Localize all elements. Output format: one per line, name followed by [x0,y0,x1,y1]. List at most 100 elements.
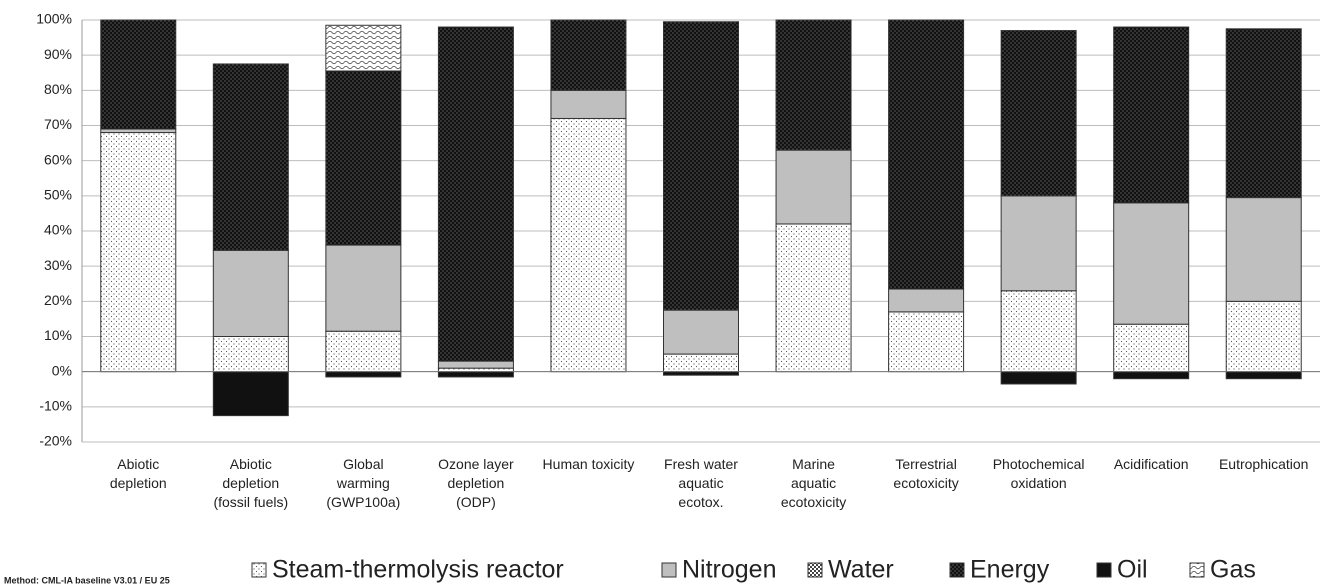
x-tick-label-line: oxidation [1011,475,1067,491]
x-tick-label-line: aquatic [791,475,836,491]
bar-segment [325,244,402,332]
x-tick-label-line: Eutrophication [1219,456,1309,472]
bar-segment [1113,202,1190,325]
legend-label: Water [828,556,894,584]
bar-segment [325,24,402,72]
bar-segment [325,70,402,246]
bar-segment [1225,300,1302,373]
x-tick-label: Human toxicity [543,456,635,472]
bar-segment [100,128,177,134]
bar-segment [550,89,627,119]
bar-segment [1225,28,1302,199]
x-tick-label-line: Fresh water [664,456,738,472]
x-tick-label-line: Terrestrial [895,456,956,472]
bar-segment [775,223,852,373]
bar-segment [212,249,289,337]
x-tick-label-line: Ozone layer [438,456,514,472]
x-tick-label-line: depletion [222,475,279,491]
bar-segment [663,21,739,311]
x-tick-label-line: (fossil fuels) [213,494,288,510]
legend-label: Gas [1210,556,1256,584]
x-tick-label-line: Abiotic [117,456,159,472]
x-tick-label: Abiotic depletion [110,456,167,491]
bar-segment [325,330,402,373]
bar-segment [888,288,965,313]
bar-segment [1000,371,1077,385]
method-note: Method: CML-IA baseline V3.01 / EU 25 [4,575,170,585]
bar-segment [775,19,852,151]
bar-segment [100,132,177,373]
bar-segment [663,371,739,376]
y-tick-label: 10% [44,327,72,343]
bar-segment [550,117,627,373]
legend-label: Nitrogen [682,556,777,584]
x-tick-label-line: (GWP100a) [326,494,400,510]
legend-swatch [1189,562,1205,578]
x-tick-label: Terrestrial ecotoxicity [893,456,958,491]
bar-segment [1000,195,1077,292]
y-tick-label: 50% [44,187,72,203]
x-tick-label-line: Photochemical [993,456,1085,472]
y-tick-label: 20% [44,292,72,308]
bar-segment [437,26,514,362]
x-tick-label: Ozone layer depletion (ODP) [438,456,514,510]
legend-swatch [807,562,823,578]
x-tick-label-line: Acidification [1114,456,1189,472]
x-tick-label-line: Human toxicity [543,456,635,472]
legend-label: Energy [970,556,1050,584]
y-tick-label: 70% [44,116,72,132]
x-tick-label-line: ecotox. [678,494,723,510]
y-tick-label: 90% [44,46,72,62]
x-tick-label-line: depletion [110,475,167,491]
bar-segment [888,19,965,290]
x-tick-label-line: Global [343,456,383,472]
bar-segment [437,360,514,369]
x-tick-label: Marine aquatic ecotoxicity [781,456,846,510]
x-tick-label-line: aquatic [678,475,723,491]
bar-segment [775,149,852,225]
bar-segment [1225,371,1302,380]
legend-label: Steam-thermolysis reactor [272,556,564,584]
y-tick-label: 100% [36,11,72,27]
bar-segment [437,371,514,378]
x-tick-label-line: ecotoxicity [893,475,958,491]
bar-segment [888,311,965,373]
x-tick-label: Eutrophication [1219,456,1309,472]
bar-segment [1000,30,1077,197]
bar-segment [1000,290,1077,373]
legend-label: Oil [1117,556,1148,584]
x-tick-label: Abiotic depletion (fossil fuels) [213,456,288,510]
legend-swatch [251,562,267,578]
x-tick-label: Photochemical oxidation [993,456,1085,491]
x-tick-label-line: depletion [447,475,504,491]
y-tick-label: 0% [52,362,72,378]
x-tick-label: Global warming (GWP100a) [326,456,400,510]
x-tick-label-line: warming [336,475,390,491]
legend-swatch [1096,562,1112,578]
y-tick-label: 30% [44,257,72,273]
bar-segment [1113,371,1190,380]
y-tick-label: 80% [44,81,72,97]
y-tick-label: 40% [44,222,72,238]
legend-swatch [661,562,677,578]
x-tick-label-line: ecotoxicity [781,494,846,510]
bar-segment [663,353,739,373]
bar-segment [212,371,289,417]
bar-segment [212,63,289,251]
bar-segment [550,19,627,91]
bar-segment [212,336,289,373]
x-tick-label-line: (ODP) [456,494,496,510]
x-tick-label: Acidification [1114,456,1189,472]
bar-segment [100,19,177,130]
bar-segment [1113,26,1190,204]
bar-segment [325,371,402,378]
x-tick-label-line: Marine [792,456,835,472]
y-tick-label: 60% [44,151,72,167]
bar-segment [663,309,739,355]
legend-swatch [949,562,965,578]
y-tick-label: -20% [39,433,72,449]
bar-segment [1225,197,1302,302]
bar-segment [437,367,514,373]
y-tick-label: -10% [39,398,72,414]
